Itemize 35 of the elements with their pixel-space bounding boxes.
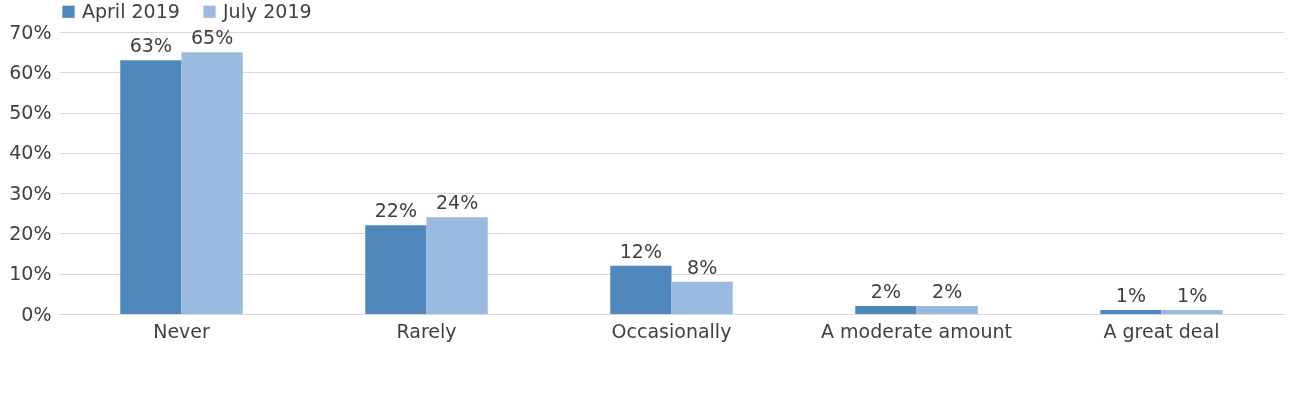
- data-label: 63%: [129, 34, 172, 57]
- y-tick-label: 60%: [9, 60, 52, 83]
- x-tick-label: Rarely: [396, 319, 457, 342]
- data-label: 2%: [932, 279, 963, 302]
- y-tick-label: 70%: [9, 20, 52, 43]
- bar: [426, 217, 488, 314]
- data-label: 8%: [687, 255, 718, 278]
- bar: [671, 281, 733, 314]
- bar: [916, 305, 978, 314]
- y-tick-label: 50%: [9, 101, 52, 124]
- bar: [365, 225, 427, 314]
- data-label: 2%: [870, 279, 901, 302]
- bar: [181, 52, 243, 314]
- y-tick-label: 0%: [21, 302, 52, 325]
- bar: [610, 265, 672, 314]
- y-tick-label: 40%: [9, 141, 52, 164]
- bar: [1161, 309, 1223, 314]
- x-tick-label: Never: [153, 319, 211, 342]
- x-tick-label: A great deal: [1103, 319, 1220, 342]
- data-label: 65%: [191, 26, 234, 49]
- y-tick-label: 30%: [9, 181, 52, 204]
- data-label: 1%: [1177, 283, 1208, 306]
- legend-label: April 2019: [82, 0, 180, 22]
- data-label: 12%: [619, 239, 662, 262]
- data-label: 1%: [1115, 283, 1146, 306]
- legend-label: July 2019: [222, 0, 312, 22]
- bar: [120, 60, 182, 314]
- x-tick-label: Occasionally: [611, 319, 732, 342]
- data-label: 24%: [436, 191, 479, 214]
- y-tick-label: 20%: [9, 221, 52, 244]
- data-label: 22%: [374, 199, 417, 222]
- x-tick-label: A moderate amount: [821, 319, 1012, 342]
- y-tick-label: 10%: [9, 262, 52, 285]
- bar: [855, 305, 917, 314]
- bar: [1100, 309, 1162, 314]
